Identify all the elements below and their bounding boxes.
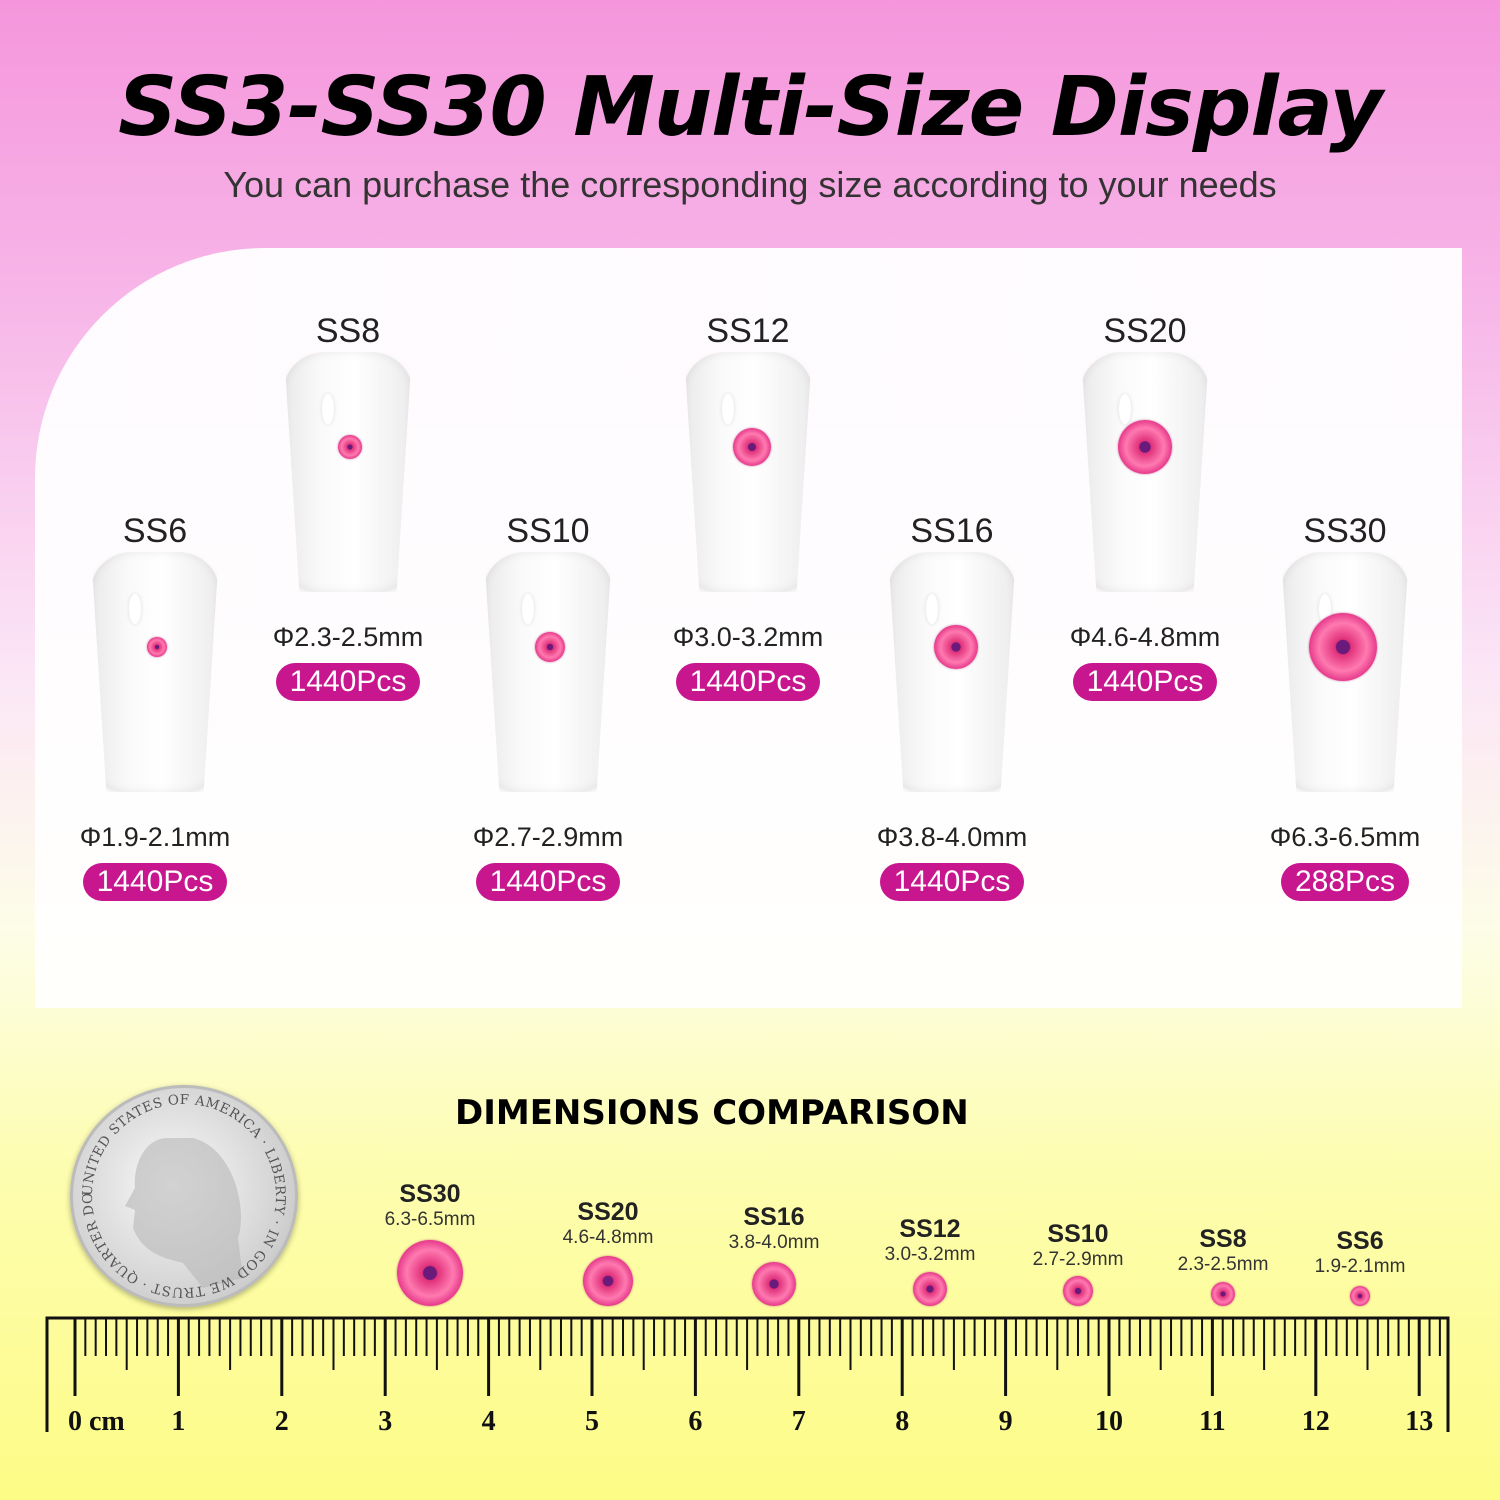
size-diameter: Φ1.9-2.1mm (79, 822, 231, 852)
ruler-label: 5 (585, 1406, 599, 1437)
size-item-ss10: SS10 Φ2.7-2.9mm 1440Pcs (448, 512, 648, 901)
comparison-item-ss6: SS6 1.9-2.1mm (1290, 1227, 1430, 1278)
comparison-item-ss10: SS10 2.7-2.9mm (1008, 1220, 1148, 1271)
size-diameter: Φ2.7-2.9mm (472, 822, 624, 852)
ruler-label: 4 (482, 1406, 496, 1437)
comparison-name: SS12 (899, 1215, 961, 1243)
nail-tip-image (1281, 552, 1409, 792)
rhinestone-icon (1118, 420, 1172, 474)
size-diameter: Φ6.3-6.5mm (1269, 822, 1421, 852)
ruler-label: 13 (1405, 1406, 1433, 1437)
nail-tip-image (1081, 352, 1209, 592)
size-name: SS6 (122, 512, 188, 550)
comparison-title: DIMENSIONS COMPARISON (455, 1093, 969, 1133)
count-badge: 1440Pcs (82, 863, 228, 901)
count-badge: 1440Pcs (275, 663, 421, 701)
ruler-label: 8 (895, 1406, 909, 1437)
size-item-ss16: SS16 Φ3.8-4.0mm 1440Pcs (852, 512, 1052, 901)
comparison-name: SS8 (1199, 1225, 1247, 1253)
comparison-item-ss30: SS30 6.3-6.5mm (360, 1180, 500, 1231)
count-badge: 288Pcs (1280, 863, 1410, 901)
comparison-item-ss20: SS20 4.6-4.8mm (538, 1198, 678, 1249)
ruler-label: 11 (1199, 1406, 1225, 1437)
rhinestone-icon (1309, 613, 1377, 681)
ruler-label: 12 (1302, 1406, 1330, 1437)
rhinestone-icon (583, 1256, 633, 1306)
nail-tip-image (284, 352, 412, 592)
rhinestone-icon (1211, 1282, 1235, 1306)
size-name: SS10 (506, 512, 590, 550)
size-item-ss8: SS8 Φ2.3-2.5mm 1440Pcs (248, 312, 448, 701)
comparison-size: 2.7-2.9mm (1032, 1249, 1124, 1270)
quarter-coin-image: UNITED STATES OF AMERICA · LIBERTY · IN … (70, 1085, 298, 1307)
rhinestone-icon (535, 632, 565, 662)
count-badge: 1440Pcs (675, 663, 821, 701)
ruler-label: 9 (999, 1406, 1013, 1437)
size-item-ss12: SS12 Φ3.0-3.2mm 1440Pcs (648, 312, 848, 701)
comparison-size: 6.3-6.5mm (384, 1209, 476, 1230)
size-diameter: Φ4.6-4.8mm (1069, 622, 1221, 652)
rhinestone-icon (397, 1240, 463, 1306)
nail-tip-image (684, 352, 812, 592)
size-diameter: Φ3.8-4.0mm (876, 822, 1028, 852)
count-badge: 1440Pcs (475, 863, 621, 901)
ruler-label: 2 (275, 1406, 289, 1437)
ruler-label: 0 cm (68, 1406, 125, 1437)
ruler-label: 7 (792, 1406, 806, 1437)
comparison-item-ss16: SS16 3.8-4.0mm (704, 1203, 844, 1254)
nail-tip-image (484, 552, 612, 792)
rhinestone-icon (1063, 1276, 1093, 1306)
rhinestone-icon (147, 637, 167, 657)
page-title: SS3-SS30 Multi-Size Display (118, 60, 1383, 155)
nail-tip-image (888, 552, 1016, 792)
comparison-name: SS16 (743, 1203, 805, 1231)
comparison-name: SS30 (399, 1180, 461, 1208)
nail-tip-image (91, 552, 219, 792)
size-name: SS20 (1103, 312, 1187, 350)
ruler-label: 10 (1095, 1406, 1123, 1437)
rhinestone-icon (934, 625, 978, 669)
ruler-label: 6 (688, 1406, 702, 1437)
count-badge: 1440Pcs (879, 863, 1025, 901)
size-item-ss30: SS30 Φ6.3-6.5mm 288Pcs (1245, 512, 1445, 901)
page-subtitle: You can purchase the corresponding size … (223, 164, 1277, 205)
size-name: SS16 (910, 512, 994, 550)
size-name: SS30 (1303, 512, 1387, 550)
comparison-size: 1.9-2.1mm (1314, 1256, 1406, 1277)
rhinestone-icon (733, 428, 771, 466)
count-badge: 1440Pcs (1072, 663, 1218, 701)
size-name: SS8 (315, 312, 381, 350)
rhinestone-icon (752, 1262, 796, 1306)
size-name: SS12 (706, 312, 790, 350)
size-item-ss20: SS20 Φ4.6-4.8mm 1440Pcs (1045, 312, 1245, 701)
size-diameter: Φ3.0-3.2mm (672, 622, 824, 652)
size-item-ss6: SS6 Φ1.9-2.1mm 1440Pcs (55, 512, 255, 901)
comparison-name: SS10 (1047, 1220, 1109, 1248)
comparison-size: 4.6-4.8mm (562, 1227, 654, 1248)
comparison-size: 3.8-4.0mm (728, 1232, 820, 1253)
comparison-size: 2.3-2.5mm (1177, 1254, 1269, 1275)
comparison-item-ss12: SS12 3.0-3.2mm (860, 1215, 1000, 1266)
ruler-label: 3 (378, 1406, 392, 1437)
rhinestone-icon (1350, 1286, 1370, 1306)
rhinestone-icon (913, 1272, 947, 1306)
rhinestone-icon (338, 435, 362, 459)
comparison-name: SS6 (1336, 1227, 1384, 1255)
comparison-name: SS20 (577, 1198, 639, 1226)
ruler-label: 1 (171, 1406, 185, 1437)
comparison-size: 3.0-3.2mm (884, 1244, 976, 1265)
comparison-item-ss8: SS8 2.3-2.5mm (1153, 1225, 1293, 1276)
size-diameter: Φ2.3-2.5mm (272, 622, 424, 652)
